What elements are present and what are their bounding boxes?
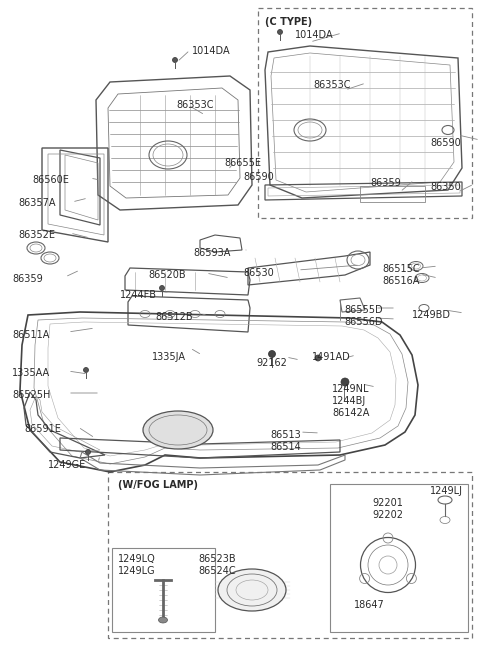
Text: 86353C: 86353C [176, 100, 214, 110]
Text: 1335AA: 1335AA [12, 368, 50, 378]
Text: 86591E: 86591E [24, 424, 61, 434]
Text: 1244BJ: 1244BJ [332, 396, 366, 406]
Text: 1244FB: 1244FB [120, 290, 157, 300]
Text: (W/FOG LAMP): (W/FOG LAMP) [118, 480, 198, 490]
Text: 86590: 86590 [243, 172, 274, 182]
Text: 86353C: 86353C [313, 80, 350, 90]
Text: 1249LJ: 1249LJ [430, 486, 463, 496]
Text: 86593A: 86593A [193, 248, 230, 258]
Text: 86513: 86513 [270, 430, 301, 440]
Text: 86524C: 86524C [198, 566, 236, 576]
Text: 86555D: 86555D [344, 305, 383, 315]
Text: 86359: 86359 [370, 178, 401, 188]
Text: 86655E: 86655E [224, 158, 261, 168]
Text: 86525H: 86525H [12, 390, 50, 400]
Text: 92202: 92202 [372, 510, 403, 520]
Text: 86359: 86359 [12, 274, 43, 284]
Text: 1335JA: 1335JA [152, 352, 186, 362]
Circle shape [85, 450, 91, 455]
Text: 1491AD: 1491AD [312, 352, 351, 362]
Text: 92162: 92162 [256, 358, 287, 368]
Text: 86520B: 86520B [148, 270, 186, 280]
Text: 86350: 86350 [430, 182, 461, 192]
Text: 86523B: 86523B [198, 554, 236, 564]
Text: 1014DA: 1014DA [295, 30, 334, 40]
Text: 86515C: 86515C [382, 264, 420, 274]
Text: 86590: 86590 [430, 138, 461, 148]
Ellipse shape [158, 617, 168, 623]
Circle shape [341, 378, 349, 386]
Text: 1249BD: 1249BD [412, 310, 451, 320]
Text: 86142A: 86142A [332, 408, 370, 418]
Text: 86556D: 86556D [344, 317, 383, 327]
Circle shape [84, 368, 88, 373]
Text: (C TYPE): (C TYPE) [265, 17, 312, 27]
Text: 86511A: 86511A [12, 330, 49, 340]
Text: 18647: 18647 [354, 600, 385, 610]
Text: 1249NL: 1249NL [332, 384, 370, 394]
Text: 86516A: 86516A [382, 276, 420, 286]
Circle shape [277, 30, 283, 34]
Ellipse shape [218, 569, 286, 611]
Text: 86512B: 86512B [155, 312, 192, 322]
Text: 92201: 92201 [372, 498, 403, 508]
Circle shape [159, 286, 165, 290]
Text: 1249LQ: 1249LQ [118, 554, 156, 564]
Circle shape [172, 57, 178, 63]
Text: 86560E: 86560E [32, 175, 69, 185]
Text: 86357A: 86357A [18, 198, 56, 208]
Text: 1249LG: 1249LG [118, 566, 156, 576]
Ellipse shape [143, 411, 213, 449]
Text: 86352E: 86352E [18, 230, 55, 240]
Text: 86514: 86514 [270, 442, 301, 452]
Circle shape [315, 355, 321, 361]
Circle shape [268, 350, 276, 357]
Text: 86530: 86530 [243, 268, 274, 278]
Text: 1249GE: 1249GE [48, 460, 86, 470]
Text: 1014DA: 1014DA [192, 46, 230, 56]
